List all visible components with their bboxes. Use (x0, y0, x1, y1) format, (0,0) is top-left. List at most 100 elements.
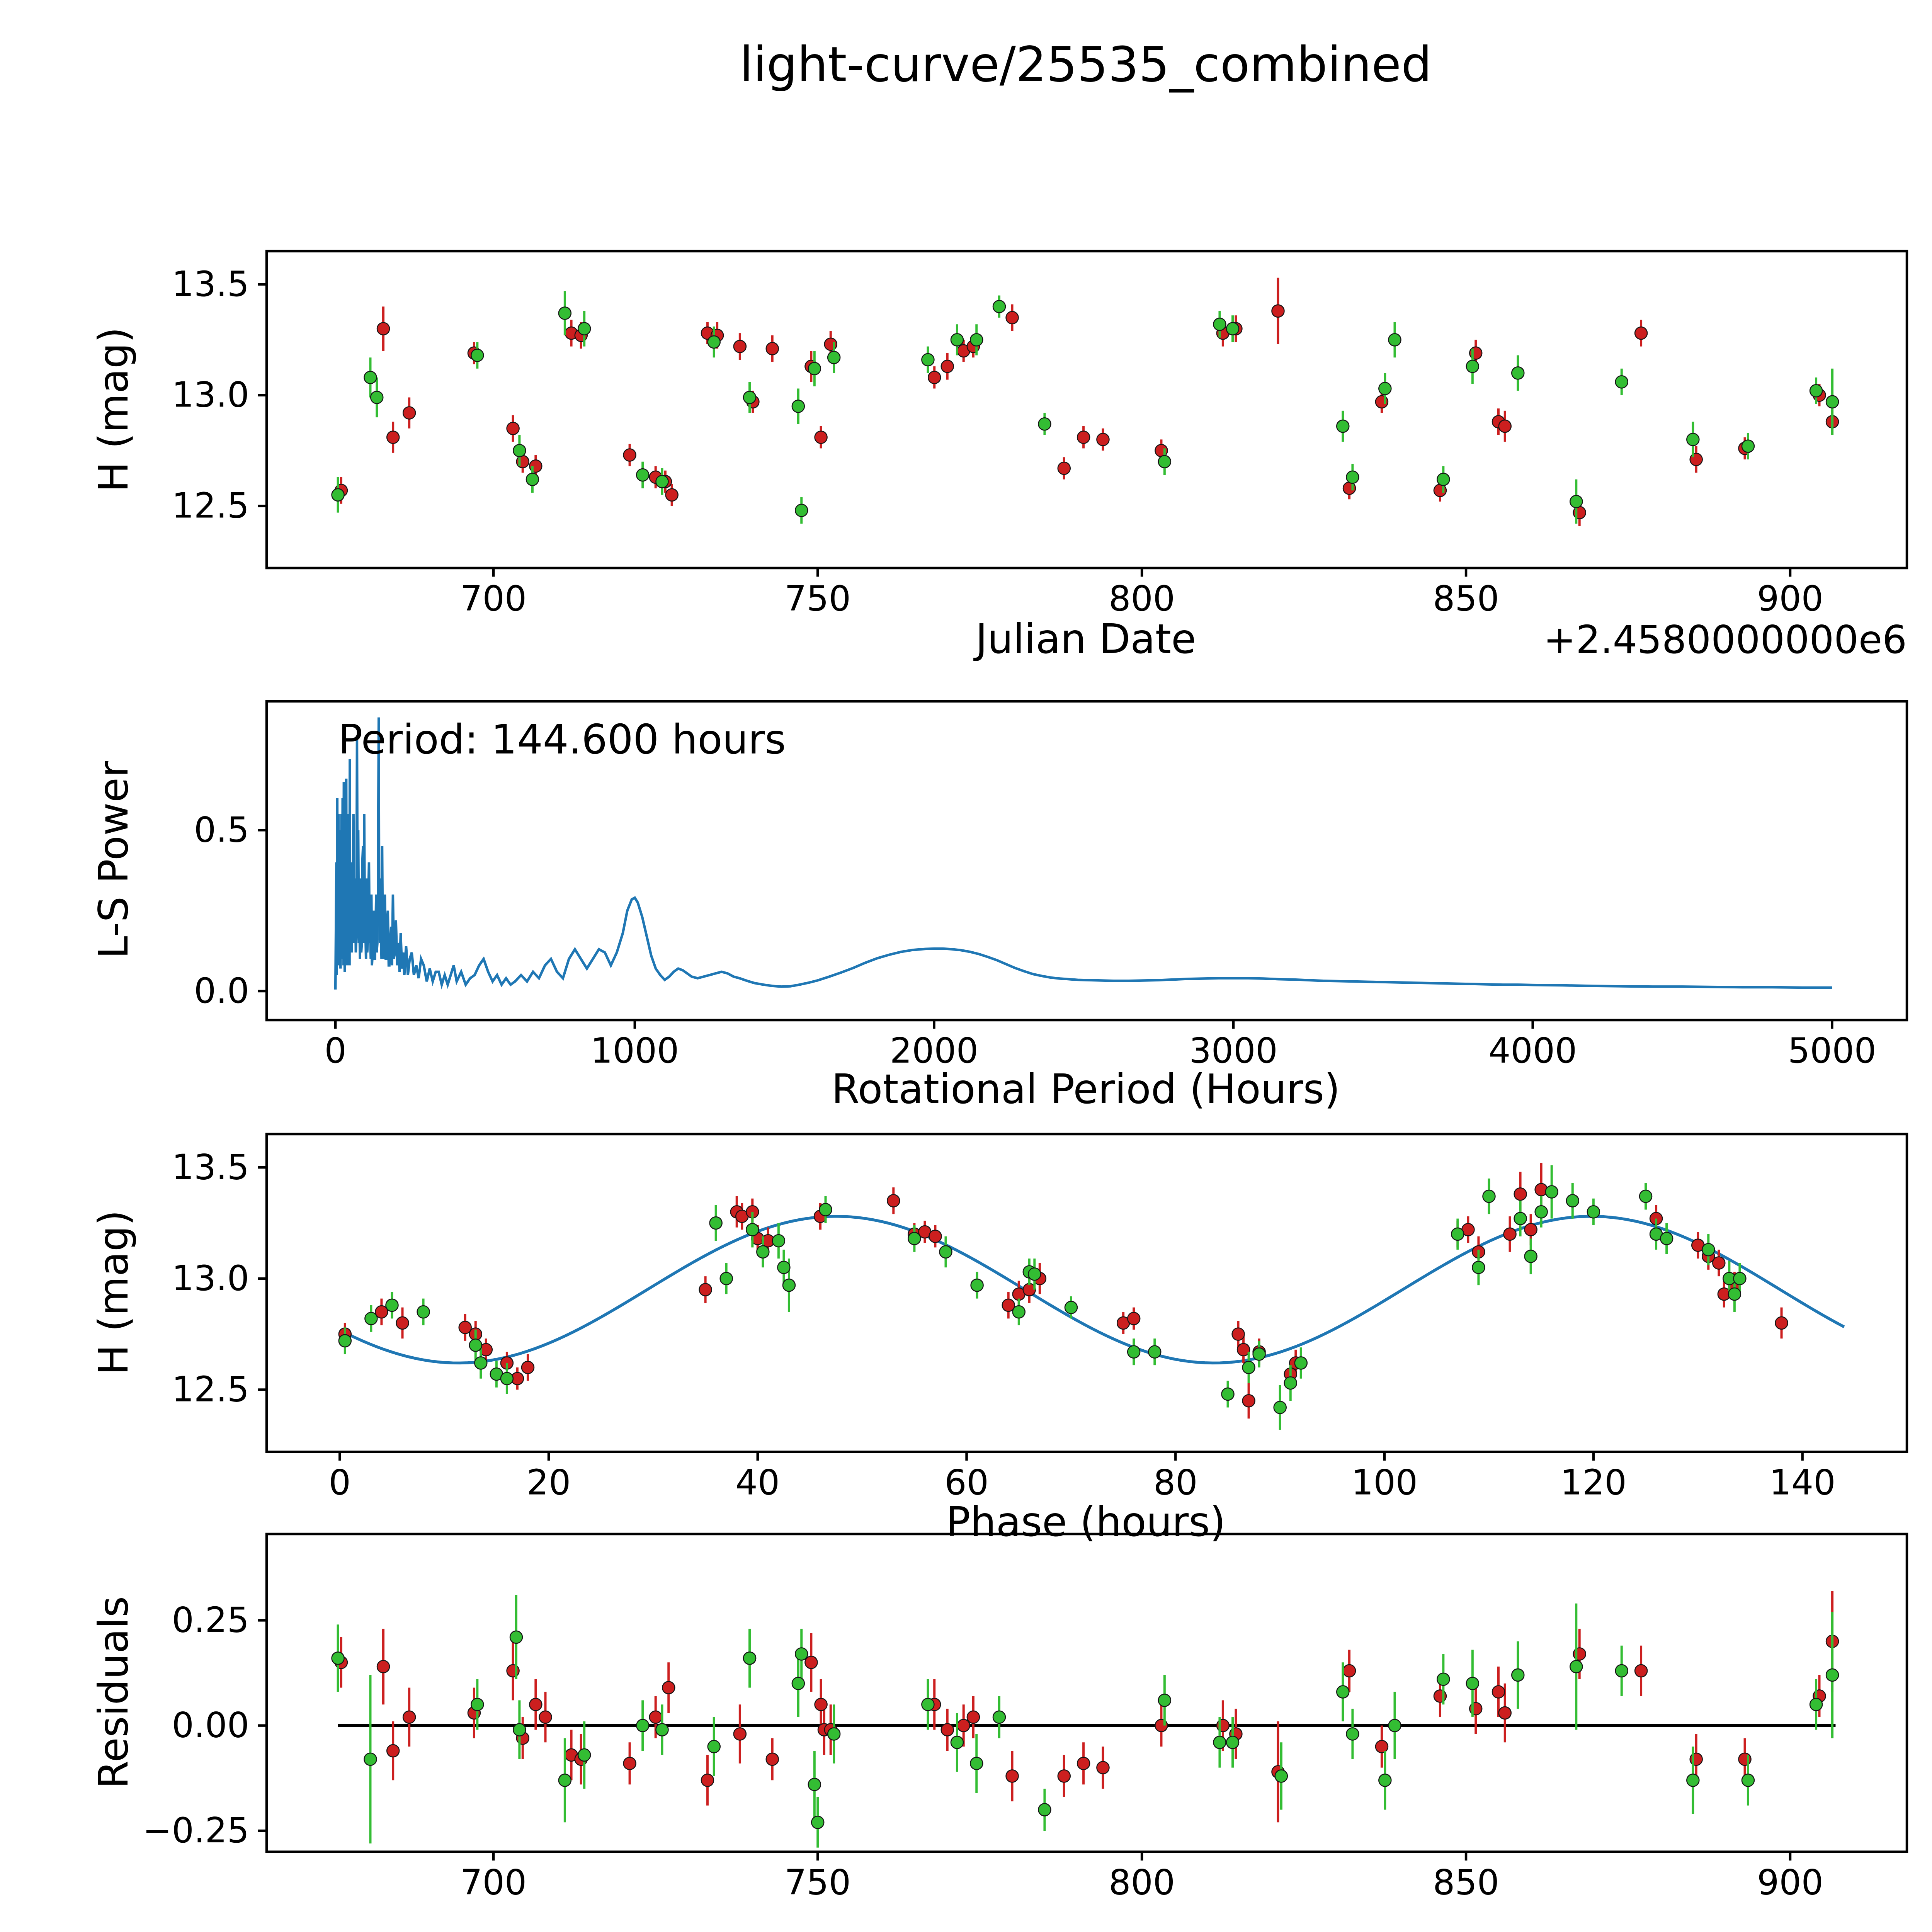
data-point (1498, 1706, 1512, 1720)
residuals-vs-julian-date-axes-frame (265, 1532, 1908, 1853)
x-tick-label: 800 (1109, 1862, 1175, 1903)
data-point (827, 1727, 841, 1741)
x-tick-label: 750 (784, 1862, 851, 1903)
data-point (364, 371, 377, 384)
data-point (777, 1260, 791, 1274)
x-tick-label: 20 (527, 1463, 571, 1503)
data-point (471, 349, 484, 362)
data-point (331, 488, 345, 502)
data-point (402, 406, 416, 420)
x-tick-label: 0 (329, 1463, 351, 1503)
data-point (1545, 1185, 1558, 1199)
panel2-y-axis-label: L-S Power (90, 760, 137, 959)
data-point (804, 1656, 818, 1669)
panel-magnitude-vs-julian-date: 700 750 800 850 900 12.5 13.0 13.5 (172, 250, 1908, 619)
data-point (929, 1230, 942, 1243)
data-point (1741, 439, 1755, 453)
x-tick-label: 700 (460, 1862, 527, 1903)
data-point (1825, 1668, 1839, 1682)
data-point (940, 1723, 954, 1736)
data-point (1028, 1267, 1041, 1281)
data-point (665, 488, 679, 502)
data-point (376, 1660, 390, 1673)
y-tick-label: 13.5 (172, 264, 249, 304)
data-point (1524, 1223, 1537, 1236)
data-point (623, 448, 636, 462)
data-point (1012, 1305, 1026, 1319)
x-tick-label: 700 (460, 578, 527, 619)
data-point (970, 1757, 983, 1770)
data-point (662, 1681, 675, 1694)
y-tick-label: −0.25 (143, 1810, 249, 1851)
data-point (469, 1338, 483, 1352)
data-point (1388, 333, 1401, 347)
data-point (364, 1752, 377, 1766)
data-point (1038, 1803, 1051, 1816)
data-point (1503, 1227, 1517, 1241)
data-point (794, 503, 808, 517)
data-point (1492, 1685, 1505, 1699)
data-point (743, 391, 757, 404)
data-point (1728, 1287, 1742, 1301)
data-point (500, 1372, 514, 1385)
data-point (506, 422, 520, 435)
red-dataset (334, 1591, 1839, 1823)
data-point (1466, 1677, 1480, 1690)
data-point (1378, 382, 1392, 395)
y-tick-label: 0.5 (194, 810, 249, 850)
data-point (992, 300, 1006, 313)
x-tick-label: 0 (325, 1031, 347, 1071)
data-point (1213, 1736, 1226, 1749)
data-point (1336, 419, 1350, 433)
data-point (1733, 1272, 1747, 1286)
panel1-x-offset-text: +2.4580000000e6 (1543, 617, 1907, 662)
data-point (719, 1272, 733, 1286)
lomb-scargle-periodogram-plot-area (334, 717, 1832, 990)
data-point (417, 1305, 430, 1319)
data-point (709, 1216, 723, 1230)
data-point (772, 1234, 786, 1248)
data-point (1057, 1769, 1071, 1783)
green-dataset (338, 1165, 1747, 1430)
data-point (819, 1203, 832, 1216)
data-point (1236, 1343, 1250, 1357)
data-point (1346, 1727, 1359, 1741)
data-point (707, 1740, 721, 1753)
y-tick-label: 13.0 (172, 1258, 249, 1299)
data-point (1077, 1757, 1090, 1770)
data-point (1064, 1301, 1078, 1314)
data-point (1498, 419, 1512, 433)
data-point (1294, 1356, 1308, 1370)
panel-lomb-scargle-periodogram: 0 1000 2000 3000 4000 5000 0.0 0.5 (194, 700, 1908, 1071)
data-point (655, 1723, 669, 1736)
data-point (1660, 1232, 1673, 1245)
x-tick-label: 4000 (1488, 1031, 1577, 1071)
green-dataset (331, 291, 1839, 524)
data-point (1825, 395, 1839, 409)
lomb-scargle-periodogram-axes-frame (265, 700, 1908, 1022)
x-tick-label: 120 (1560, 1463, 1627, 1503)
data-point (474, 1356, 488, 1370)
data-point (940, 359, 954, 373)
data-point (458, 1321, 472, 1334)
panel4-y-axis-label: Residuals (90, 1596, 137, 1789)
data-point (1038, 417, 1051, 431)
data-point (1466, 359, 1480, 373)
data-point (1514, 1187, 1527, 1201)
panel2-x-axis-label: Rotational Period (Hours) (832, 1066, 1340, 1113)
x-tick-label: 100 (1351, 1463, 1418, 1503)
data-point (331, 1651, 345, 1665)
data-point (814, 430, 828, 444)
data-point (1005, 311, 1019, 325)
data-point (1615, 1664, 1628, 1678)
phased-light-curve-plot-area (338, 1163, 1845, 1430)
data-point (1702, 1243, 1715, 1257)
data-point (782, 1278, 796, 1292)
panel3-x-axis-label: Phase (hours) (946, 1498, 1226, 1546)
data-point (1231, 1327, 1245, 1341)
data-point (1057, 461, 1071, 475)
sinusoidal-fit-line (339, 1215, 1845, 1365)
periodogram-line (334, 717, 1832, 990)
data-point (791, 400, 805, 413)
